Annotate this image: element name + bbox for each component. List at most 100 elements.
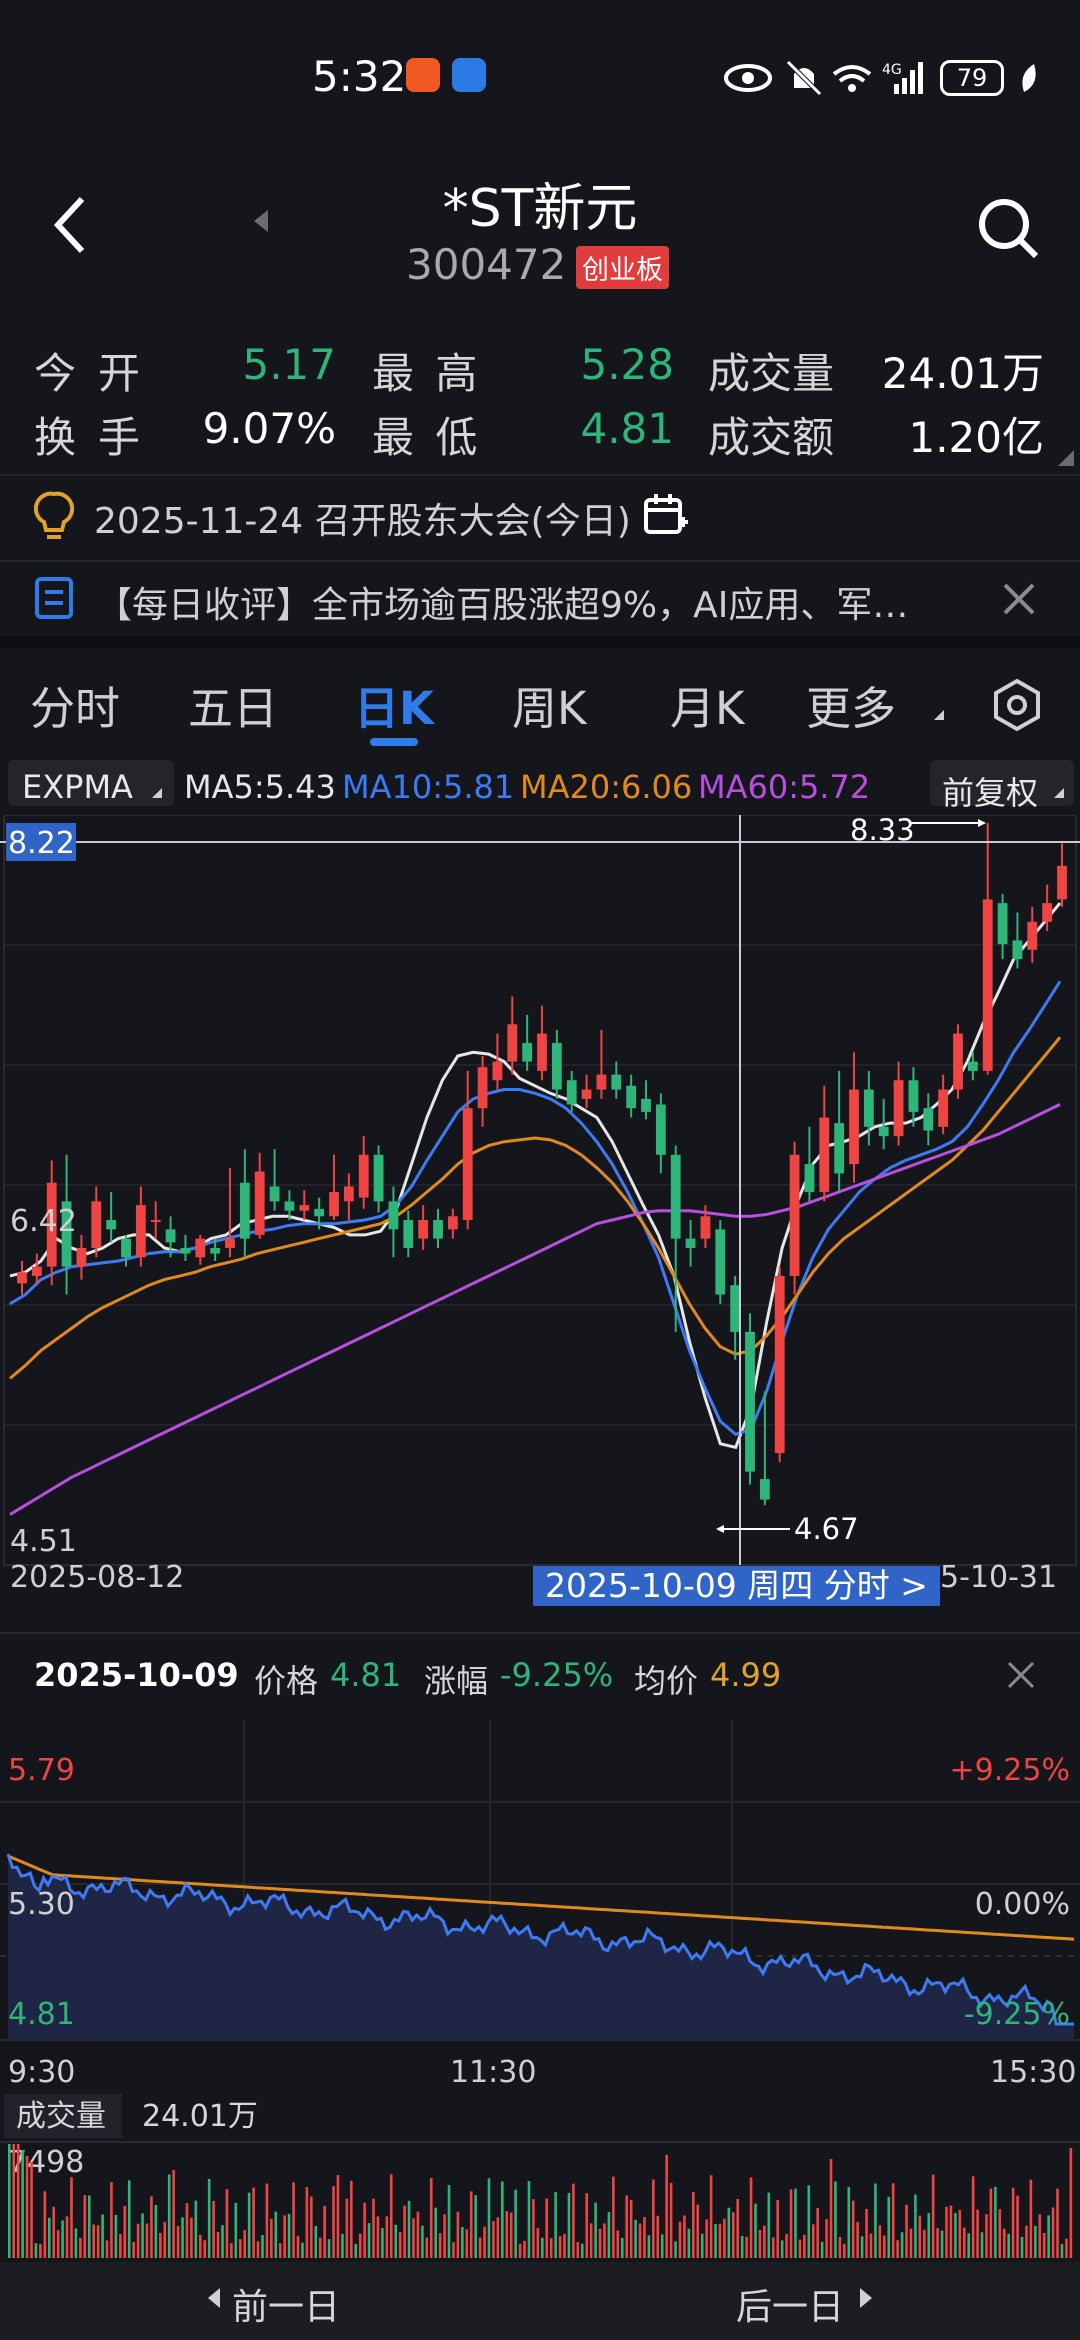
tab-weekly-k[interactable]: 周K xyxy=(512,682,587,735)
volume-bar xyxy=(487,2178,491,2258)
volume-bar xyxy=(190,2217,193,2258)
volume-bar xyxy=(354,2243,358,2258)
settings-icon[interactable] xyxy=(990,678,1044,732)
volume-bar xyxy=(776,2199,780,2258)
volume-bar xyxy=(252,2187,255,2258)
volume-bar xyxy=(216,2232,220,2258)
close-icon[interactable] xyxy=(1002,582,1036,616)
volume-bar xyxy=(52,2206,56,2258)
candle xyxy=(908,1067,919,1127)
volume-bar xyxy=(523,2240,526,2258)
candle-body xyxy=(343,1186,354,1202)
next-day-button[interactable]: 后一日 xyxy=(736,2287,845,2328)
tab-more[interactable]: 更多 xyxy=(806,682,897,735)
volume-bar xyxy=(163,2221,167,2258)
selected-date-tip[interactable]: 2025-10-09 周四 分时 > xyxy=(533,1566,940,1606)
volume-bar xyxy=(962,2227,966,2258)
volume-bar xyxy=(452,2242,455,2258)
volume-bar xyxy=(625,2195,628,2258)
volume-bar xyxy=(603,2223,606,2258)
candle xyxy=(121,1234,131,1267)
volume-bar xyxy=(718,2223,722,2258)
tab-intraday[interactable]: 分时 xyxy=(30,682,121,735)
volume-bar xyxy=(847,2187,851,2258)
prev-stock-icon[interactable] xyxy=(252,208,270,234)
y-bottom-label: 4.81 xyxy=(8,1997,75,2032)
price-value: 4.81 xyxy=(330,1656,402,1694)
tab-daily-k[interactable]: 日K xyxy=(354,682,434,735)
volume-bar xyxy=(1020,2236,1024,2258)
volume-bar xyxy=(643,2216,646,2258)
candle-body xyxy=(61,1201,72,1267)
intraday-chart[interactable]: 5.79 5.30 4.81 +9.25% 0.00% -9.25% 9:30 … xyxy=(0,1720,1080,2260)
news-headline[interactable]: 【每日收评】全市场逾百股涨超9%，AI应用、军… xyxy=(96,585,909,626)
volume-bar xyxy=(79,2237,82,2258)
volume-bar xyxy=(709,2175,713,2258)
volume-bar xyxy=(594,2202,597,2258)
volume-bar xyxy=(714,2224,717,2258)
price-label: 价格 xyxy=(254,1662,319,1700)
signal-icon xyxy=(894,62,923,94)
adjust-label[interactable]: 前复权 xyxy=(942,774,1039,812)
volume-bar xyxy=(1025,2225,1028,2258)
expand-corner-icon[interactable] xyxy=(1056,448,1076,468)
adjust-select[interactable] xyxy=(930,760,1074,806)
candle xyxy=(254,1152,265,1239)
volume-bar xyxy=(207,2178,211,2258)
volume-label: 成交量 xyxy=(708,349,835,398)
tab-five-day[interactable]: 五日 xyxy=(188,682,279,735)
volume-bar xyxy=(736,2198,740,2258)
volume-bar xyxy=(47,2217,51,2258)
volume-bar xyxy=(794,2188,797,2258)
volume-bar xyxy=(1034,2225,1037,2258)
candle-body xyxy=(106,1220,117,1230)
candle xyxy=(433,1208,443,1248)
volume-bar xyxy=(900,2232,904,2258)
close-icon[interactable] xyxy=(1006,1660,1036,1690)
candle-body xyxy=(121,1238,131,1258)
candle-body xyxy=(878,1126,889,1137)
volume-bar xyxy=(692,2192,695,2258)
volume-bar xyxy=(243,2230,247,2258)
candle xyxy=(462,1070,473,1230)
candle-body xyxy=(967,1061,978,1071)
volume-bar xyxy=(301,2242,304,2258)
volume-bar xyxy=(314,2226,318,2258)
candle xyxy=(314,1197,325,1230)
volume-bar xyxy=(549,2238,553,2258)
volume-bar xyxy=(1069,2148,1073,2258)
volume-bar xyxy=(376,2216,380,2258)
tab-monthly-k[interactable]: 月K xyxy=(670,682,745,735)
indicator-label[interactable]: EXPMA xyxy=(22,768,133,806)
price-line xyxy=(6,1853,1074,2026)
volume-bar xyxy=(247,2192,251,2258)
volume-bar xyxy=(496,2217,500,2258)
candle xyxy=(373,1145,384,1213)
volume-bar xyxy=(425,2237,429,2258)
pct-top-label: +9.25% xyxy=(950,1753,1070,1788)
candle-body xyxy=(31,1266,42,1276)
status-icons: 4G xyxy=(724,60,923,96)
kline-chart[interactable]: 8.22 6.42 4.51 8.33 4.67 2025-08-12 5-10… xyxy=(0,815,1080,1605)
stock-code: 300472 xyxy=(406,240,567,289)
calendar-add-icon[interactable] xyxy=(642,492,688,538)
ma5-label: MA5:5.43 xyxy=(184,768,336,806)
volume-bar xyxy=(767,2192,771,2258)
candle xyxy=(566,1070,577,1112)
volume-bar xyxy=(278,2243,282,2258)
candle xyxy=(225,1167,235,1258)
search-icon[interactable] xyxy=(976,196,1040,260)
candle xyxy=(923,1093,934,1146)
event-text[interactable]: 2025-11-24 召开股东大会(今日) xyxy=(94,501,631,542)
volume-bar xyxy=(638,2223,642,2258)
candle-body xyxy=(254,1171,265,1235)
candle xyxy=(581,1074,592,1109)
prev-day-button[interactable]: 前一日 xyxy=(232,2287,341,2328)
volume-bar xyxy=(198,2234,202,2258)
indicator-select[interactable] xyxy=(8,760,174,806)
candle-body xyxy=(1027,921,1038,950)
candle xyxy=(165,1216,176,1258)
candle xyxy=(834,1070,845,1193)
candle xyxy=(641,1080,651,1120)
back-arrow-icon[interactable] xyxy=(52,195,88,255)
